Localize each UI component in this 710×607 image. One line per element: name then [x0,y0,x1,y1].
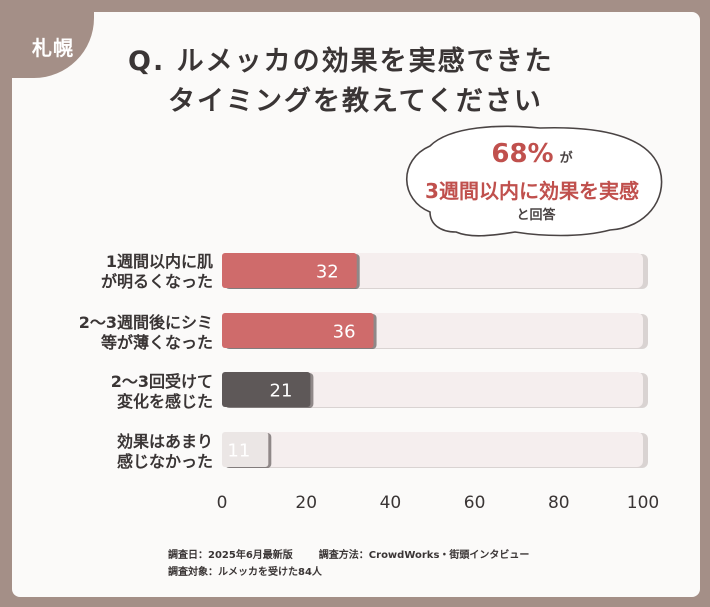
bar [222,253,357,288]
title-line-1: Q. ルメッカの効果を実感できた [128,46,554,77]
category-label: 効果はあまり 感じなかった [43,432,213,472]
x-tick-label: 100 [627,493,659,513]
category-line: 感じなかった [116,452,213,471]
callout-text: 68% が 3週間以内に効果を実感 と回答 [402,136,662,225]
category-label: 1週間以内に肌 が明るくなった [43,252,213,292]
card: 札幌 [12,12,700,597]
callout-main: 3週間以内に効果を実感 [425,179,639,203]
survey-subjects: 調査対象：ルメッカを受けた84人 [168,567,322,578]
survey-footer: 調査日：2025年6月最新版 調査方法：CrowdWorks・街頭インタビュー 調… [168,547,529,581]
category-line: が明るくなった [100,272,213,291]
question-title: Q. ルメッカの効果を実感できた タイミングを教えてください [128,42,688,122]
x-tick-label: 20 [295,493,317,513]
category-line: 1週間以内に肌 [105,252,213,271]
bar-track [222,372,643,407]
bar-value-label: 36 [333,322,356,343]
survey-method: 調査方法：CrowdWorks・街頭インタビュー [318,550,530,561]
bar [222,432,269,467]
category-line: 2～3週間後にシミ [78,313,213,332]
x-tick-label: 40 [380,493,402,513]
survey-date: 調査日：2025年6月最新版 [168,550,293,561]
category-line: 変化を感じた [116,392,213,411]
bubble-shape [406,125,663,237]
title-line-2: タイミングを教えてください [168,86,543,117]
x-tick-label: 0 [217,493,228,513]
footer-line-1: 調査日：2025年6月最新版 調査方法：CrowdWorks・街頭インタビュー [168,547,529,564]
bar-value-label: 32 [316,262,339,283]
callout-headline: 68% が [402,136,662,177]
category-line: 効果はあまり [116,432,213,451]
x-tick-label: 60 [464,493,486,513]
category-line: 2～3回受けて [110,372,213,391]
x-tick-label: 80 [548,493,570,513]
bar-value-label: 11 [227,441,250,462]
callout-suffix: が [559,151,573,166]
category-label: 2～3週間後にシミ 等が薄くなった [43,313,213,353]
callout-note: と回答 [516,208,556,223]
category-label: 2～3回受けて 変化を感じた [43,372,213,412]
bar-value-label: 21 [270,381,293,402]
category-line: 等が薄くなった [100,333,213,352]
bar [222,372,311,407]
callout-percent: 68% [491,139,554,169]
bar-track [222,432,643,467]
bar [222,313,374,348]
